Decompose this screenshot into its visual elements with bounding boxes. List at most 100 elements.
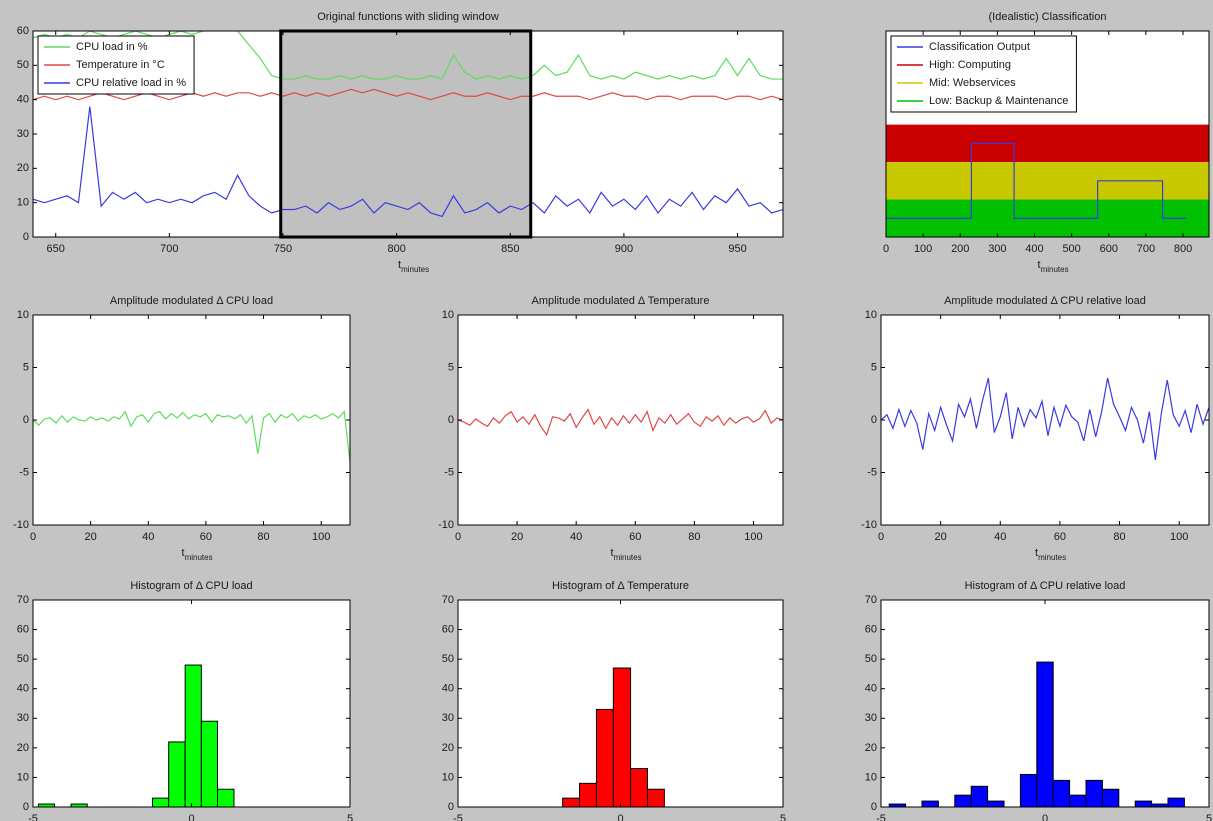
x-tick-label: 20	[511, 531, 523, 543]
x-axis-label-subscript: minutes	[1038, 553, 1066, 562]
x-tick-label: 100	[312, 531, 330, 543]
axes-frame	[885, 30, 1210, 238]
y-tick-label: 30	[865, 712, 877, 724]
data-line	[33, 106, 783, 218]
y-tick-label: 30	[17, 712, 29, 724]
histogram-bar	[1101, 788, 1120, 807]
histogram-bar	[562, 797, 581, 807]
x-axis-label: tminutes	[182, 547, 213, 562]
y-tick-label: 10	[442, 771, 454, 783]
histogram-bar	[1167, 797, 1185, 807]
y-tick-label: 10	[17, 309, 29, 321]
histogram-bar	[200, 720, 218, 807]
histogram-bar	[184, 664, 202, 807]
y-tick-label: 70	[442, 594, 454, 606]
histogram-bar	[646, 788, 665, 807]
plot-content	[886, 124, 1209, 237]
legend-label: Mid: Webservices	[929, 77, 1016, 89]
legend-label: High: Computing	[929, 59, 1011, 71]
y-tick-label: 40	[865, 683, 877, 695]
y-tick-label: 70	[865, 594, 877, 606]
x-tick-label: 20	[935, 531, 947, 543]
data-line	[33, 410, 350, 463]
chart-title: Histogram of Δ CPU load	[130, 580, 252, 592]
y-tick-label: 5	[871, 361, 877, 373]
x-tick-label: 20	[85, 531, 97, 543]
x-tick-label: 80	[688, 531, 700, 543]
y-tick-label: 0	[23, 231, 29, 243]
y-tick-label: 20	[17, 162, 29, 174]
histogram-bar	[954, 794, 972, 807]
histogram-bar	[921, 800, 939, 807]
plot-content	[458, 408, 783, 437]
histogram-bar	[1134, 800, 1153, 807]
y-tick-label: 20	[865, 742, 877, 754]
axes: Histogram of Δ CPU relative load-5 0 50102…	[865, 580, 1212, 821]
y-tick-label: 20	[17, 742, 29, 754]
chart-title: (Idealistic) Classification	[989, 11, 1107, 23]
histogram-bar	[970, 785, 989, 807]
data-line	[886, 142, 1187, 219]
axes: Amplitude modulated Δ CPU relative load 0…	[861, 295, 1210, 562]
x-axis-label: tminutes	[1035, 547, 1066, 562]
x-tick-label: 800	[387, 243, 405, 255]
data-line	[881, 377, 1209, 460]
x-axis-label: tminutes	[398, 259, 429, 274]
x-tick-label: 800	[1174, 243, 1192, 255]
y-tick-label: 5	[448, 361, 454, 373]
histogram-bar	[168, 741, 186, 807]
y-tick-label: 60	[865, 623, 877, 635]
x-tick-label: 100	[744, 531, 762, 543]
axes: (Idealistic) Classification 0 100 200 300 400…	[883, 11, 1210, 274]
axes: Original functions with sliding window 65…	[17, 11, 784, 274]
x-tick-label: 40	[570, 531, 582, 543]
chart-title: Amplitude modulated Δ CPU load	[110, 295, 273, 307]
x-tick-label: 500	[1062, 243, 1080, 255]
x-tick-label: 100	[914, 243, 932, 255]
histogram-bar	[1069, 794, 1087, 807]
x-tick-label: 60	[629, 531, 641, 543]
legend-label: Temperature in °C	[76, 59, 165, 71]
x-tick-label: 60	[1054, 531, 1066, 543]
chart-title: Amplitude modulated Δ Temperature	[532, 295, 710, 307]
y-tick-label: -5	[19, 466, 29, 478]
y-tick-label: 10	[442, 309, 454, 321]
plot-content	[33, 31, 783, 237]
histogram-bar	[630, 768, 648, 807]
histogram-bar	[612, 667, 632, 807]
x-tick-label: -5	[876, 813, 886, 821]
x-tick-label: 0	[883, 243, 889, 255]
y-tick-label: 50	[17, 653, 29, 665]
y-tick-label: 10	[17, 197, 29, 209]
axes: Histogram of Δ Temperature-5 0 50102030405…	[442, 580, 786, 821]
x-axis-label-main: t	[1035, 547, 1038, 559]
y-tick-label: 60	[442, 623, 454, 635]
x-tick-label: -5	[28, 813, 38, 821]
y-tick-label: 50	[865, 653, 877, 665]
x-tick-label: 750	[274, 243, 292, 255]
x-tick-label: 60	[200, 531, 212, 543]
x-axis-label-subscript: minutes	[1041, 265, 1069, 274]
y-tick-label: -10	[13, 519, 29, 531]
y-tick-label: 50	[17, 59, 29, 71]
x-tick-label: 900	[615, 243, 633, 255]
y-tick-label: -10	[861, 519, 877, 531]
x-axis-label-subscript: minutes	[401, 265, 429, 274]
x-tick-label: 0	[1042, 813, 1048, 821]
x-tick-label: 100	[1170, 531, 1188, 543]
x-tick-label: 0	[455, 531, 461, 543]
plot-content	[881, 377, 1209, 460]
chart-title: Histogram of Δ CPU relative load	[965, 580, 1126, 592]
legend-label: CPU load in %	[76, 41, 148, 53]
legend-label: Low: Backup & Maintenance	[929, 95, 1068, 107]
y-tick-label: 0	[448, 414, 454, 426]
x-axis-label: tminutes	[1038, 259, 1069, 274]
x-tick-label: 0	[617, 813, 623, 821]
y-tick-label: 0	[23, 801, 29, 813]
x-tick-label: 0	[30, 531, 36, 543]
chart-title: Amplitude modulated Δ CPU relative load	[944, 295, 1146, 307]
y-tick-label: 0	[871, 801, 877, 813]
axes: Amplitude modulated Δ Temperature 0 20 40 60…	[438, 295, 784, 562]
y-tick-label: 50	[442, 653, 454, 665]
chart-title: Histogram of Δ Temperature	[552, 580, 689, 592]
